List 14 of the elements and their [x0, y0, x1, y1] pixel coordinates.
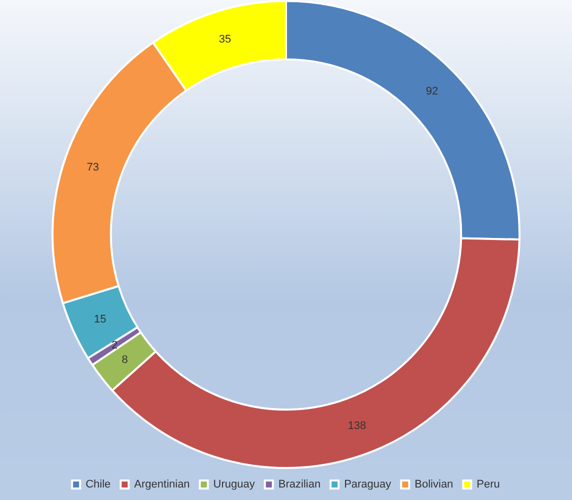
- data-label: 73: [86, 162, 100, 174]
- legend-label: Argentinian: [134, 478, 190, 491]
- legend-label: Uruguay: [213, 478, 256, 491]
- legend-label: Chile: [86, 478, 111, 491]
- legend-label: Paraguay: [344, 478, 392, 491]
- data-label: 92: [426, 86, 438, 98]
- legend-label: Brazilian: [278, 478, 321, 491]
- data-label: 35: [218, 34, 232, 46]
- data-label: 138: [348, 420, 366, 432]
- data-label: 2: [112, 340, 118, 352]
- data-label: 8: [122, 354, 128, 366]
- data-label: 15: [94, 313, 106, 326]
- legend-label: Bolivian: [414, 478, 454, 491]
- legend-label: Peru: [476, 478, 500, 491]
